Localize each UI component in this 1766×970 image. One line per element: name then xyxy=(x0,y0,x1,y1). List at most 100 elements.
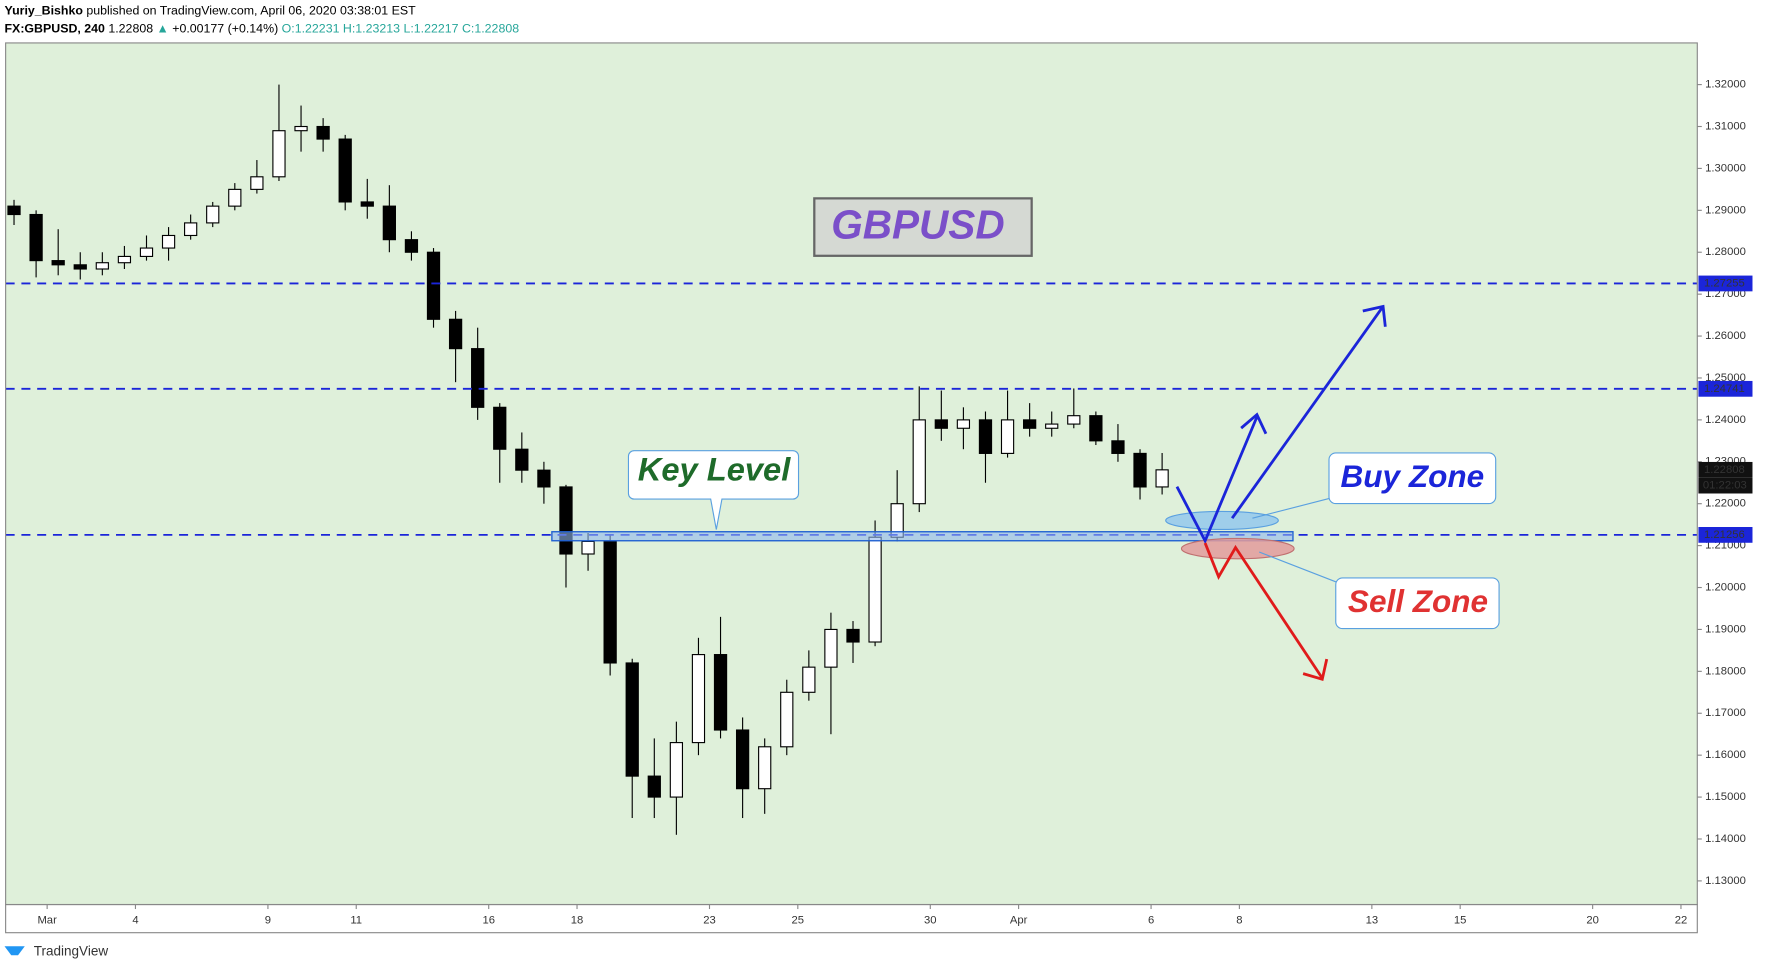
candle-body xyxy=(780,691,794,748)
candle-body xyxy=(1133,452,1147,488)
candle-body xyxy=(29,213,43,262)
y-tick-label: 1.16000 xyxy=(1705,749,1746,761)
drawings: GBPUSD Key Level Buy Zone Sell Zone xyxy=(551,197,1500,682)
change: ▲ xyxy=(157,22,173,36)
candle-body xyxy=(956,419,971,429)
footer-logo xyxy=(4,946,25,956)
candle-body xyxy=(802,666,816,693)
candle-body xyxy=(647,775,661,798)
level-label-box xyxy=(1698,380,1753,397)
candle-body xyxy=(1111,440,1125,454)
sell-arrow xyxy=(1203,542,1324,679)
x-tick-label: Mar xyxy=(37,914,57,926)
symbol-box xyxy=(813,197,1033,257)
buy-arrow-small xyxy=(1175,416,1259,545)
candle-body xyxy=(691,654,706,744)
y-tick-label: 1.13000 xyxy=(1705,875,1746,887)
candle-body xyxy=(250,176,264,190)
key-level-label: Key Level xyxy=(638,451,791,488)
candle-body xyxy=(161,234,176,249)
footer-brand: TradingView xyxy=(34,943,109,958)
y-tick-label: 1.14000 xyxy=(1705,833,1746,845)
price: 1.22808 xyxy=(108,22,153,36)
candle-body xyxy=(493,406,507,450)
sell-zone-callout xyxy=(1335,577,1500,630)
sell-zone-label: Sell Zone xyxy=(1348,583,1488,619)
candle-body xyxy=(139,247,154,257)
candle-body xyxy=(382,205,396,241)
level-label-box xyxy=(1698,527,1753,543)
y-tick-label: 1.15000 xyxy=(1705,791,1746,803)
buy-arrow-large xyxy=(1230,305,1385,520)
x-tick-label: 30 xyxy=(924,914,937,926)
candle-body xyxy=(868,536,882,643)
countdown-label: 01:22:03 xyxy=(1703,480,1747,492)
candle-body xyxy=(515,448,529,471)
x-tick-label: 8 xyxy=(1236,914,1242,926)
candle-body xyxy=(228,188,242,207)
y-tick-label: 1.25000 xyxy=(1705,372,1746,384)
candle-body xyxy=(1155,469,1169,488)
x-tick-label: 15 xyxy=(1454,914,1467,926)
x-tick-label: 6 xyxy=(1148,914,1154,926)
x-tick-label: 11 xyxy=(350,914,362,926)
candle-body xyxy=(758,746,772,790)
candle-body xyxy=(625,662,639,777)
candle-body xyxy=(360,201,374,207)
x-tick-label: 18 xyxy=(571,914,584,926)
level-label: 1.21256 xyxy=(1704,529,1745,541)
x-tick-label: 9 xyxy=(265,914,271,926)
buy-zone-callout xyxy=(1328,452,1497,505)
change-value: +0.00177 (+0.14%) xyxy=(172,22,278,36)
y-tick-label: 1.30000 xyxy=(1705,162,1746,174)
candle-body xyxy=(184,222,198,237)
candle-body xyxy=(713,654,728,731)
candle-body xyxy=(559,486,573,555)
candle-body xyxy=(1023,419,1037,429)
y-tick-label: 1.32000 xyxy=(1705,79,1746,91)
last-price-label: 1.22808 xyxy=(1704,464,1745,476)
symbol: FX:GBPUSD, 240 xyxy=(5,22,106,36)
ohlc-low: L:1.22217 xyxy=(403,22,458,36)
ohlc-open: O:1.22231 xyxy=(282,22,340,36)
x-tick-label: 23 xyxy=(703,914,716,926)
candle-body xyxy=(735,729,750,790)
candle-body xyxy=(426,251,441,320)
countdown-box xyxy=(1698,477,1753,494)
callout-pointer xyxy=(1252,497,1332,519)
level-label: 1.27255 xyxy=(1704,277,1745,289)
y-tick-label: 1.22000 xyxy=(1705,498,1746,510)
key-level-zone xyxy=(551,531,1294,542)
y-tick-label: 1.31000 xyxy=(1705,120,1746,132)
candle-body xyxy=(669,742,684,798)
y-tick-label: 1.19000 xyxy=(1705,623,1746,635)
arrowhead xyxy=(1362,304,1387,327)
time-axis-border xyxy=(5,903,1698,934)
y-tick-label: 1.18000 xyxy=(1705,665,1746,677)
symbol-annotation: GBPUSD xyxy=(831,201,1004,247)
candle-body xyxy=(1000,419,1015,454)
x-tick-label: Apr xyxy=(1010,914,1028,926)
y-tick-label: 1.28000 xyxy=(1705,246,1746,258)
candle-body xyxy=(912,419,926,505)
candle-body xyxy=(471,348,485,408)
author: Yuriy_Bishko xyxy=(5,4,84,18)
key-level-callout xyxy=(627,450,800,530)
y-tick-label: 1.29000 xyxy=(1705,204,1746,216)
y-tick-label: 1.20000 xyxy=(1705,581,1746,593)
y-tick-label: 1.24000 xyxy=(1705,414,1746,426)
ohlc-high: H:1.23213 xyxy=(343,22,400,36)
candle-body xyxy=(537,469,551,488)
candle-body xyxy=(581,540,595,555)
candle-body xyxy=(117,255,132,264)
candle-body xyxy=(51,260,65,266)
candle-body xyxy=(1067,415,1081,425)
level-label: 1.24741 xyxy=(1704,383,1745,395)
candle-body xyxy=(316,125,330,140)
published: published on TradingView.com, April 06, … xyxy=(86,4,416,18)
candle-body xyxy=(934,419,948,429)
candle-body xyxy=(824,628,838,668)
last-price-box xyxy=(1698,461,1753,478)
candle-body xyxy=(338,138,352,203)
